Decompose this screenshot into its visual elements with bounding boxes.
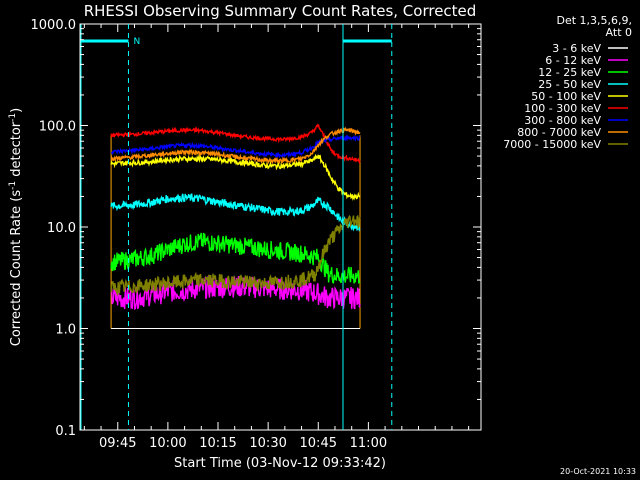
y-axis-label: Corrected Count Rate (s-1 detector-1) bbox=[8, 108, 24, 346]
x-tick-label: 10:00 bbox=[149, 436, 186, 451]
series-lines bbox=[110, 123, 361, 329]
y-axis-label-sup1: -1 bbox=[8, 181, 18, 190]
series-line bbox=[110, 232, 361, 284]
y-axis-label-part2: detector bbox=[9, 121, 24, 181]
y-axis-label-sup2: -1 bbox=[8, 113, 18, 122]
legend-entry-label: 3 - 6 keV bbox=[552, 42, 601, 55]
legend-entry-label: 7000 - 15000 keV bbox=[503, 138, 601, 151]
y-axis-label-part3: ) bbox=[9, 108, 24, 113]
x-tick-label: 10:45 bbox=[300, 436, 337, 451]
y-tick-label: 1000.0 bbox=[31, 18, 77, 33]
legend-header-line1: Det 1,3,5,6,9, bbox=[556, 14, 632, 27]
chart-title: RHESSI Observing Summary Count Rates, Co… bbox=[84, 2, 477, 20]
legend-entry-label: 50 - 100 keV bbox=[531, 90, 601, 103]
series-line bbox=[110, 193, 361, 232]
series-line bbox=[110, 126, 361, 165]
series-line bbox=[110, 153, 361, 201]
series-line bbox=[110, 134, 361, 159]
y-tick-label: 1.0 bbox=[55, 323, 76, 338]
x-tick-label: 10:15 bbox=[199, 436, 236, 451]
legend-entry-label: 6 - 12 keV bbox=[545, 54, 601, 67]
x-axis-label: Start Time (03-Nov-12 09:33:42) bbox=[174, 456, 386, 471]
series-line bbox=[110, 123, 361, 164]
y-tick-label: 10.0 bbox=[47, 221, 76, 236]
legend-entry-label: 12 - 25 keV bbox=[538, 66, 601, 79]
legend-entry-label: 800 - 7000 keV bbox=[517, 126, 601, 139]
legend-entry-label: 25 - 50 keV bbox=[538, 78, 601, 91]
x-tick-label: 11:00 bbox=[350, 436, 387, 451]
legend-entry-label: 100 - 300 keV bbox=[524, 102, 601, 115]
y-tick-label: 0.1 bbox=[55, 424, 76, 439]
x-tick-label: 09:45 bbox=[99, 436, 136, 451]
legend-entry-label: 300 - 800 keV bbox=[524, 114, 601, 127]
legend-header-line2: Att 0 bbox=[606, 26, 632, 39]
night-bar-label: N bbox=[133, 37, 140, 47]
y-axis-label-part1: Corrected Count Rate (s bbox=[9, 190, 24, 347]
x-tick-label: 10:30 bbox=[249, 436, 286, 451]
axes: 1000.0 100.0 10.0 1.0 0.1 09:45 10:00 10:15 10:3… bbox=[31, 18, 481, 451]
y-tick-label: 100.0 bbox=[39, 120, 76, 135]
footer-timestamp: 20-Oct-2021 10:33 bbox=[560, 467, 636, 476]
series-line bbox=[110, 214, 361, 297]
